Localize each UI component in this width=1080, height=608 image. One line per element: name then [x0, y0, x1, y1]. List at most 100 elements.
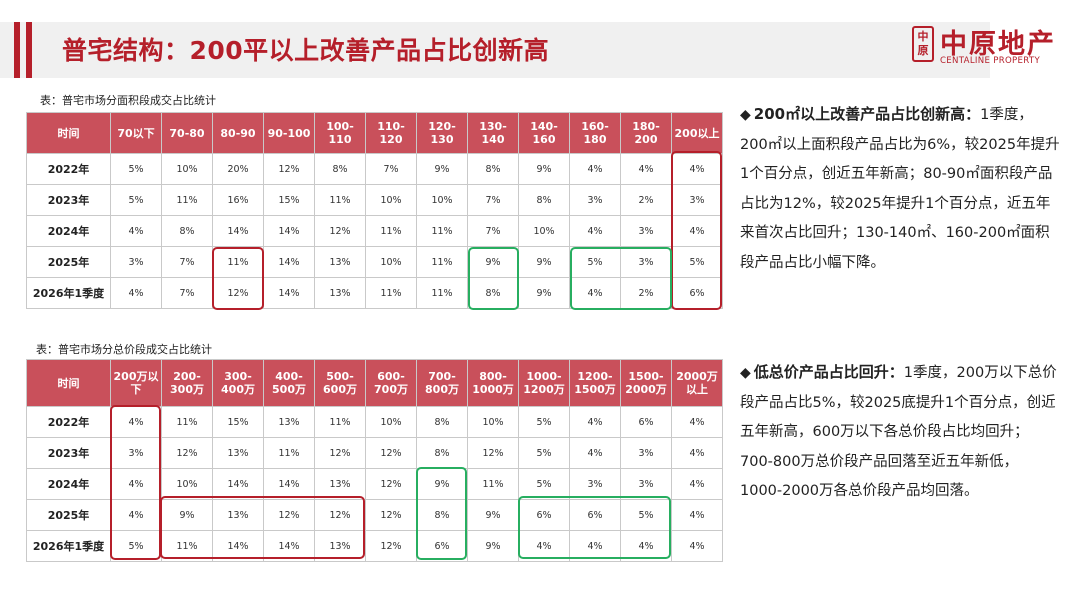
- table-cell: 11%: [314, 184, 366, 216]
- table-cell: 14%: [263, 215, 315, 247]
- table-cell: 6%: [518, 499, 570, 531]
- table-cell: 3%: [671, 184, 723, 216]
- table-cell: 12%: [314, 499, 366, 531]
- column-header: 1200-1500万: [569, 359, 621, 407]
- area-table-caption: 表：普宅市场分面积段成交占比统计: [40, 94, 216, 107]
- row-label: 2025年: [26, 499, 111, 531]
- table-cell: 11%: [161, 406, 213, 438]
- title-accent-stripe: [14, 22, 20, 78]
- table-row: 2025年 3% 7% 11% 14% 13% 10% 11% 9% 9% 5% 3% 5%: [26, 246, 723, 278]
- column-header: 200以上: [671, 112, 723, 154]
- table-cell: 15%: [263, 184, 315, 216]
- table-cell: 9%: [467, 530, 519, 562]
- table-cell: 5%: [110, 530, 162, 562]
- table-cell: 11%: [161, 530, 213, 562]
- column-header: 130-140: [467, 112, 519, 154]
- column-header: 2000万以上: [671, 359, 723, 407]
- column-header: 700-800万: [416, 359, 468, 407]
- table-cell: 3%: [569, 184, 621, 216]
- column-header: 200万以下: [110, 359, 162, 407]
- table-cell: 11%: [263, 437, 315, 469]
- table-cell: 5%: [518, 437, 570, 469]
- row-label: 2026年1季度: [26, 530, 111, 562]
- table-cell: 4%: [671, 530, 723, 562]
- note-lead: 200㎡以上改善产品占比创新高：: [753, 105, 981, 123]
- price-share-table: 时间 200万以下 200-300万 300-400万 400-500万 500-600万…: [26, 359, 723, 562]
- row-label: 2023年: [26, 184, 111, 216]
- table-cell: 8%: [518, 184, 570, 216]
- table-cell: 12%: [314, 437, 366, 469]
- table-cell: 12%: [365, 530, 417, 562]
- note-price: ◆ 低总价产品占比回升：1季度，200万以下总价段产品占比5%，较2025底提升1…: [740, 358, 1060, 507]
- table-cell: 10%: [467, 406, 519, 438]
- table-cell: 9%: [416, 153, 468, 185]
- table-cell: 9%: [161, 499, 213, 531]
- column-header: 110-120: [365, 112, 417, 154]
- table-cell: 4%: [569, 153, 621, 185]
- column-header: 600-700万: [365, 359, 417, 407]
- table-cell: 5%: [620, 499, 672, 531]
- table-cell: 2%: [620, 184, 672, 216]
- note-lead: 低总价产品占比回升：: [753, 363, 904, 381]
- table-cell: 12%: [365, 437, 417, 469]
- table-cell: 7%: [161, 246, 213, 278]
- column-header: 70以下: [110, 112, 162, 154]
- table-cell: 9%: [518, 277, 570, 309]
- table-cell: 9%: [518, 246, 570, 278]
- table-cell: 12%: [212, 277, 264, 309]
- table-cell: 11%: [314, 406, 366, 438]
- table-cell: 10%: [416, 184, 468, 216]
- column-header: 400-500万: [263, 359, 315, 407]
- table-row: 2026年1季度 4% 7% 12% 14% 13% 11% 11% 8% 9% 4% 2% 6%: [26, 277, 723, 309]
- table-cell: 9%: [467, 246, 519, 278]
- table-cell: 10%: [518, 215, 570, 247]
- table-cell: 9%: [416, 468, 468, 500]
- table-cell: 11%: [365, 215, 417, 247]
- table-cell: 3%: [569, 468, 621, 500]
- table-cell: 5%: [110, 184, 162, 216]
- table-cell: 12%: [263, 499, 315, 531]
- column-header: 100-110: [314, 112, 366, 154]
- row-label: 2024年: [26, 215, 111, 247]
- table-cell: 6%: [671, 277, 723, 309]
- column-header-time: 时间: [26, 359, 111, 407]
- note-body: 1季度，200㎡以上面积段产品占比为6%，较2025年提升1个百分点，创近五年新…: [740, 107, 1060, 271]
- table-cell: 14%: [212, 530, 264, 562]
- table-cell: 14%: [263, 277, 315, 309]
- table-cell: 11%: [467, 468, 519, 500]
- logo-english-name: CENTALINE PROPERTY: [940, 56, 1041, 66]
- column-header: 800-1000万: [467, 359, 519, 407]
- table-cell: 3%: [110, 437, 162, 469]
- table-cell: 10%: [365, 406, 417, 438]
- table-cell: 6%: [569, 499, 621, 531]
- table-cell: 12%: [314, 215, 366, 247]
- logo-chinese-name: 中原地产: [940, 29, 1056, 60]
- price-table-caption: 表：普宅市场分总价段成交占比统计: [36, 343, 212, 356]
- table-cell: 4%: [569, 215, 621, 247]
- table-cell: 11%: [365, 277, 417, 309]
- table-cell: 9%: [467, 499, 519, 531]
- column-header: 80-90: [212, 112, 264, 154]
- table-cell: 7%: [467, 215, 519, 247]
- table-cell: 5%: [671, 246, 723, 278]
- table-cell: 11%: [416, 215, 468, 247]
- table-cell: 13%: [314, 277, 366, 309]
- title-band: [0, 22, 990, 78]
- table-cell: 4%: [569, 437, 621, 469]
- row-label: 2023年: [26, 437, 111, 469]
- table-cell: 8%: [416, 406, 468, 438]
- table-cell: 7%: [467, 184, 519, 216]
- column-header: 1000-1200万: [518, 359, 570, 407]
- table-cell: 11%: [416, 246, 468, 278]
- table-cell: 8%: [416, 499, 468, 531]
- table-cell: 3%: [110, 246, 162, 278]
- table-cell: 5%: [518, 406, 570, 438]
- table-cell: 12%: [161, 437, 213, 469]
- table-cell: 3%: [620, 246, 672, 278]
- slide-header: 普宅结构：200平以上改善产品占比创新高 中原 中原地产 CENTALINE P…: [0, 0, 1080, 98]
- table-cell: 13%: [212, 499, 264, 531]
- table-cell: 6%: [416, 530, 468, 562]
- note-body: 1季度，200万以下总价段产品占比5%，较2025底提升1个百分点，创近五年新高…: [740, 365, 1057, 499]
- table-cell: 15%: [212, 406, 264, 438]
- slide-title: 普宅结构：200平以上改善产品占比创新高: [62, 36, 550, 65]
